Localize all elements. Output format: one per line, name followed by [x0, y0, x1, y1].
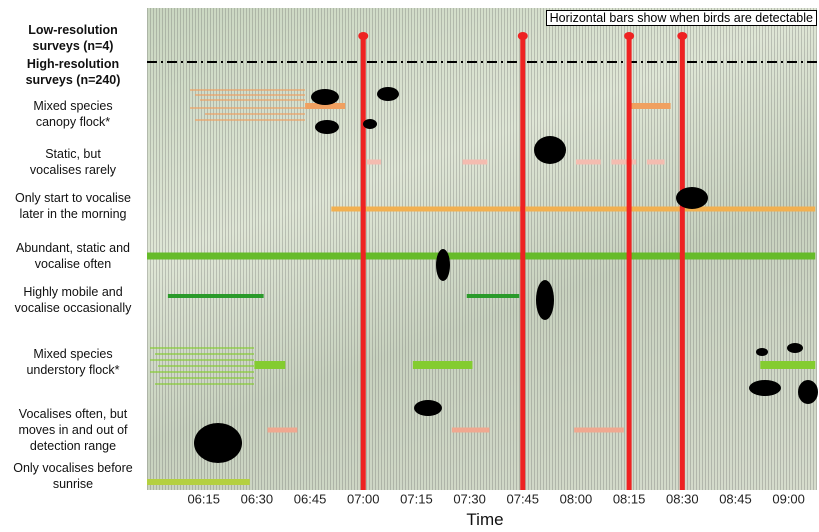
category-label: Only vocalises before sunrise	[13, 461, 133, 491]
bird-silhouettes	[194, 87, 818, 463]
low-res-survey-cap	[624, 32, 635, 40]
high-resolution-survey-lines	[147, 8, 817, 490]
detection-bar	[167, 294, 264, 298]
x-tick-label: 06:30	[241, 491, 274, 506]
category-label: Highly mobile and vocalise occasionally	[14, 285, 132, 315]
category-label: Abundant, static and vocalise often	[16, 241, 130, 271]
x-tick-label: 08:30	[666, 491, 699, 506]
detection-bar	[267, 427, 298, 433]
detection-bar	[254, 361, 286, 369]
high-res-label: High-resolution surveys (n=240)	[25, 57, 121, 87]
category-label: Only start to vocalise later in the morn…	[14, 191, 131, 221]
detection-bar	[760, 361, 816, 369]
x-tick-label: 07:15	[400, 491, 433, 506]
low-res-survey-cap	[677, 32, 688, 40]
detection-bar	[331, 206, 816, 212]
detection-bar	[451, 427, 490, 433]
low-res-survey-cap	[517, 32, 528, 40]
x-tick-label: 06:15	[187, 491, 220, 506]
detection-bar	[147, 479, 250, 485]
x-axis-label: Time	[466, 510, 504, 529]
detection-bar	[626, 103, 671, 109]
x-tick-label: 08:45	[719, 491, 752, 506]
photo-background	[147, 8, 817, 490]
detection-bar	[462, 159, 488, 165]
detection-bar	[305, 103, 346, 109]
detection-bar	[466, 294, 520, 298]
category-label: Mixed species canopy flock*	[33, 99, 113, 129]
flock-detail-lines	[150, 89, 305, 385]
x-tick-label: 08:15	[613, 491, 646, 506]
detection-bar	[646, 159, 665, 165]
x-tick-label: 06:45	[294, 491, 327, 506]
detection-bar	[147, 252, 816, 260]
x-tick-label: 07:45	[506, 491, 539, 506]
x-tick-label: 08:00	[560, 491, 593, 506]
detection-bar	[575, 159, 601, 165]
category-label: Mixed species understory flock*	[26, 347, 120, 377]
x-tick-label: 07:30	[453, 491, 486, 506]
detection-bar	[412, 361, 473, 369]
detection-bar	[611, 159, 637, 165]
detection-bar	[366, 159, 381, 165]
category-label: Static, but vocalises rarely	[29, 147, 117, 177]
low-res-label: Low-resolution surveys (n=4)	[28, 23, 118, 53]
x-tick-label: 07:00	[347, 491, 380, 506]
category-label: Vocalises often, but moves in and out of…	[18, 407, 128, 453]
detection-bar	[574, 427, 624, 433]
low-res-survey-cap	[358, 32, 369, 40]
x-tick-label: 09:00	[772, 491, 805, 506]
annotation: Horizontal bars show when birds are dete…	[545, 10, 817, 26]
